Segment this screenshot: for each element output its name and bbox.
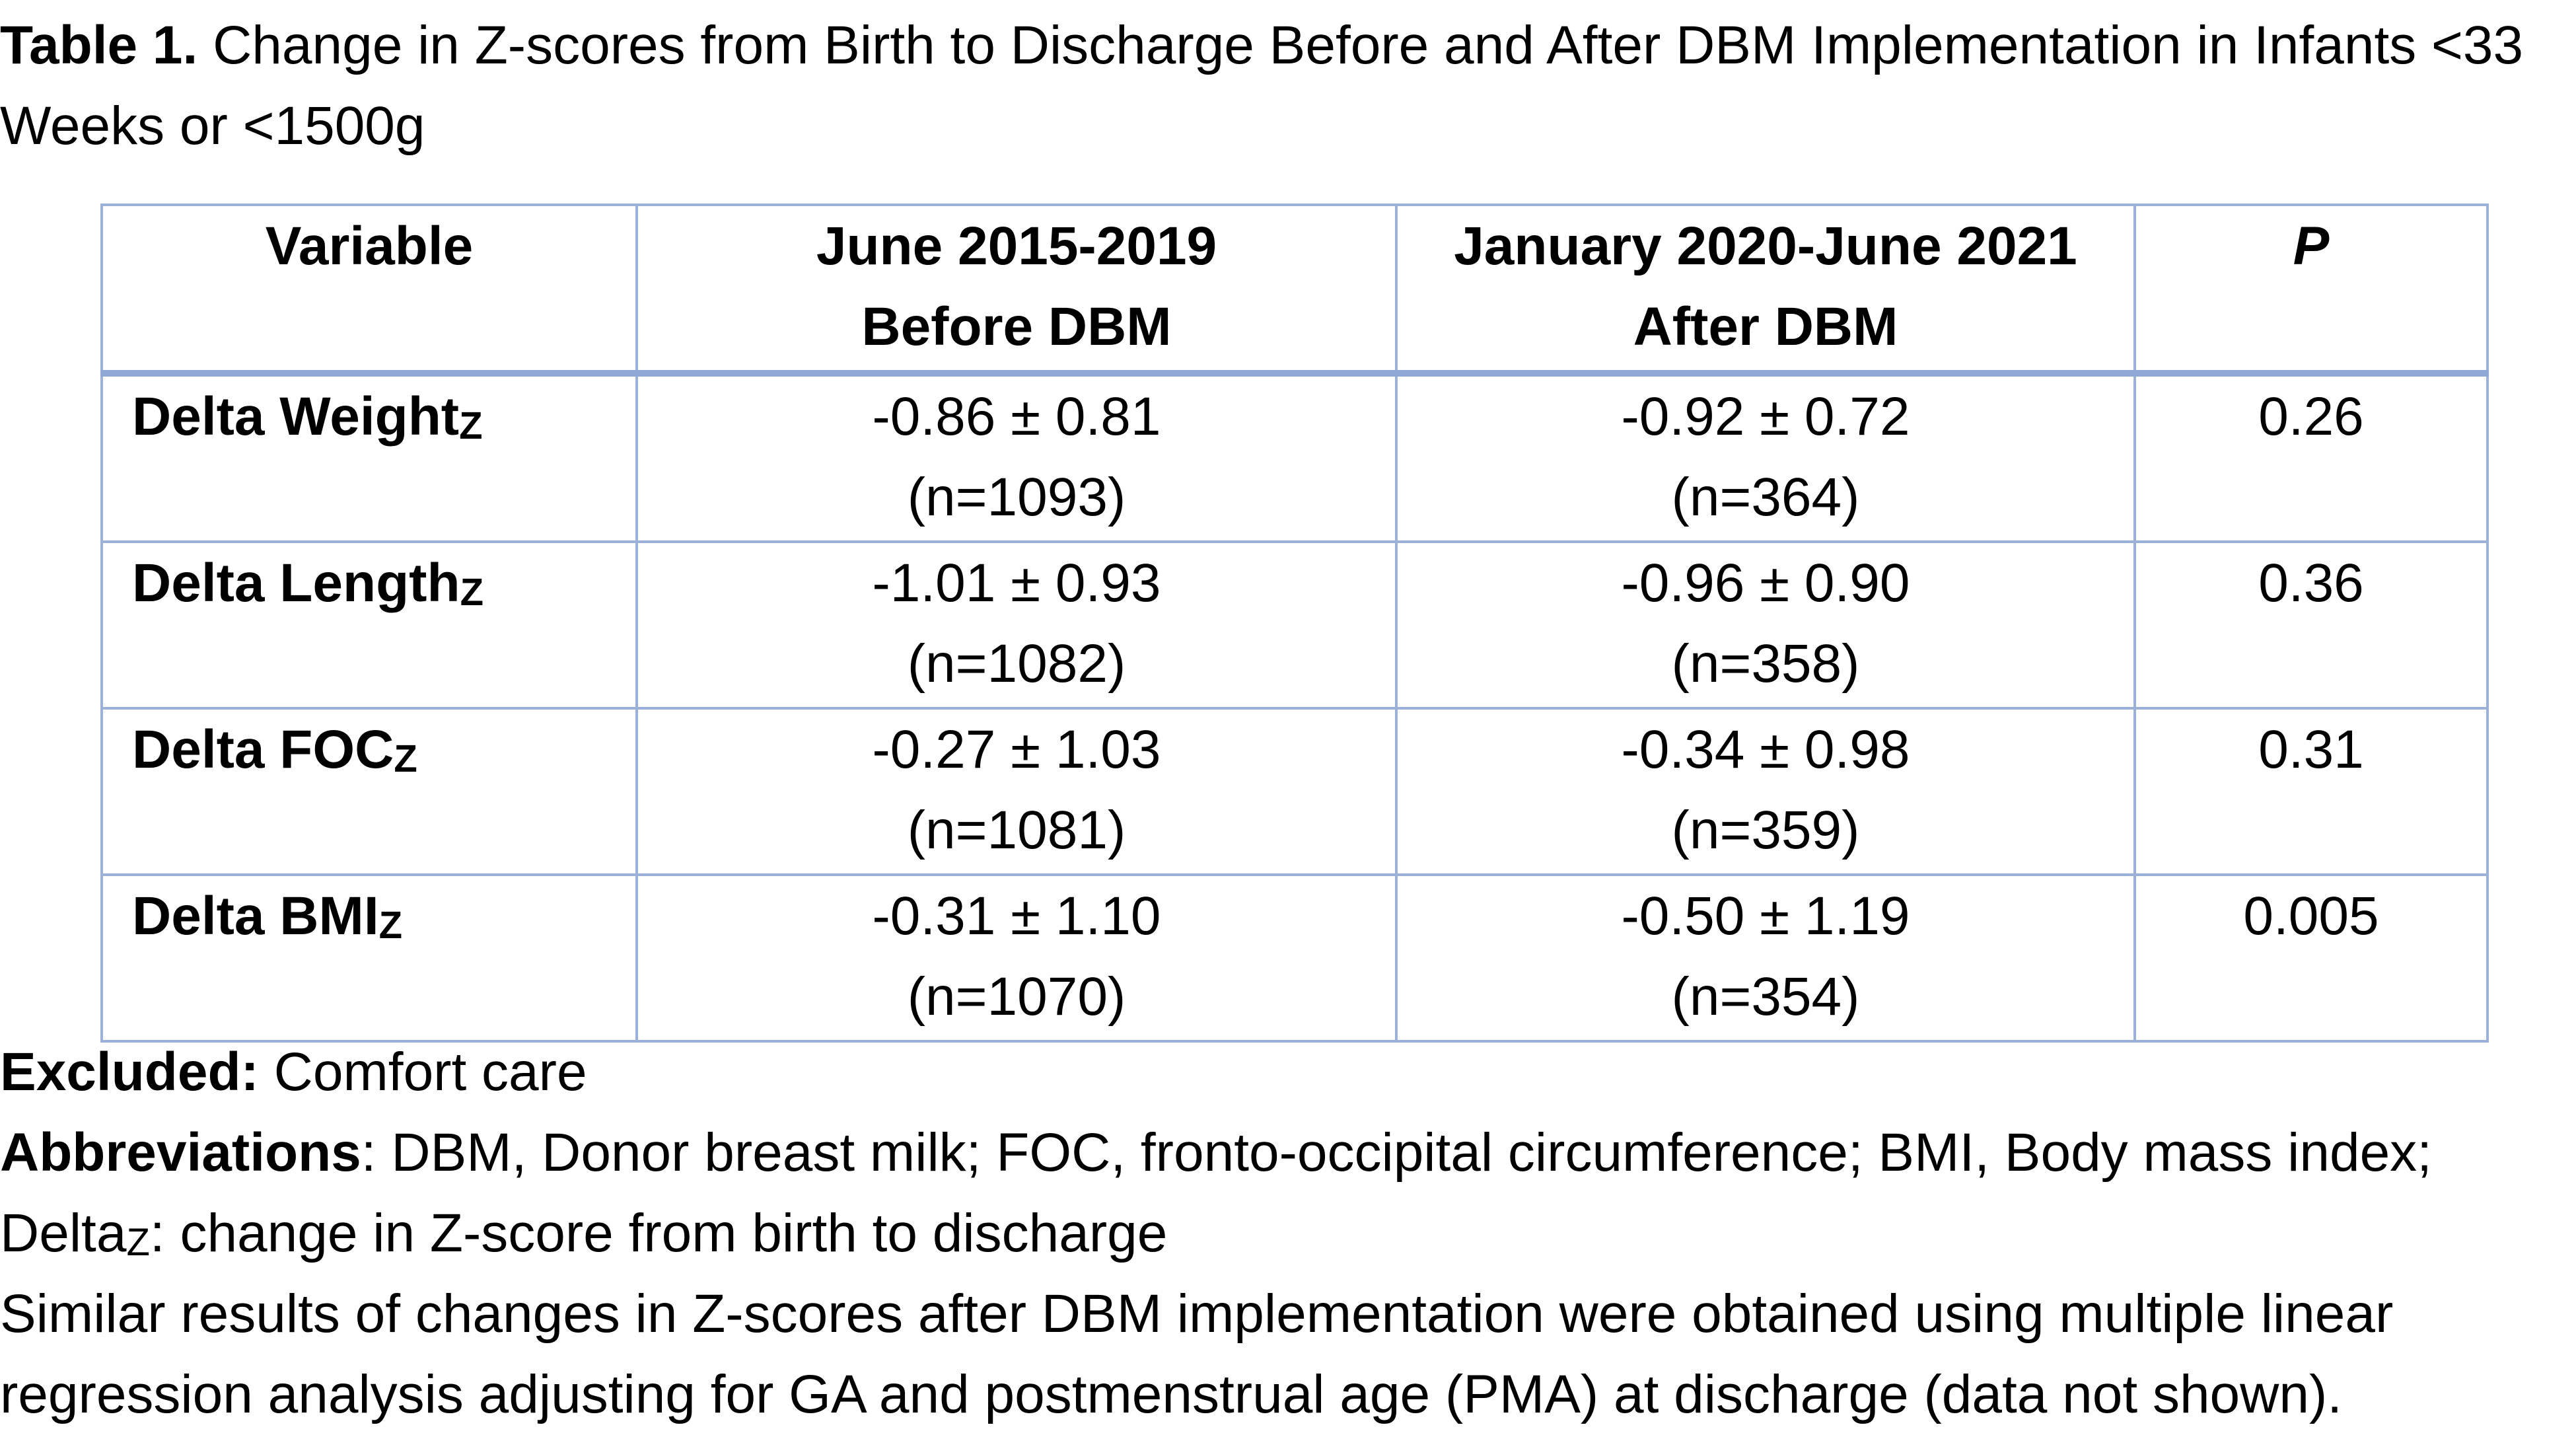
after-n: (n=358) <box>1671 634 1860 694</box>
header-after-dbm: January 2020-June 2021 After DBM <box>1395 203 2136 377</box>
abbreviations-label: Abbreviations <box>0 1122 361 1183</box>
similar-results-note: Similar results of changes in Z-scores a… <box>0 1284 2394 1424</box>
results-table: Variable June 2015-2019 Before DBM Janua… <box>100 203 2489 1043</box>
after-value: -0.96 ± 0.90 <box>1621 553 1910 613</box>
variable-name: Delta Length <box>132 553 460 613</box>
header-after-line1: January 2020-June 2021 <box>1454 216 2077 276</box>
after-n: (n=359) <box>1671 800 1860 860</box>
p-value-cell: 0.31 <box>2133 707 2489 876</box>
header-variable-line1: Variable <box>265 216 474 276</box>
table-row: Delta LengthZ -1.01 ± 0.93 (n=1082) -0.9… <box>100 540 2489 710</box>
delta-word: Delta <box>0 1203 127 1263</box>
variable-cell: Delta BMIZ <box>100 873 638 1043</box>
excluded-label: Excluded: <box>0 1042 259 1102</box>
header-before-line1: June 2015-2019 <box>816 216 1217 276</box>
after-cell: -0.50 ± 1.19 (n=354) <box>1395 873 2136 1043</box>
after-n: (n=354) <box>1671 967 1860 1027</box>
before-value: -0.31 ± 1.10 <box>872 886 1161 946</box>
header-row: Variable June 2015-2019 Before DBM Janua… <box>100 203 2489 377</box>
after-cell: -0.96 ± 0.90 (n=358) <box>1395 540 2136 710</box>
excluded-text: Comfort care <box>258 1042 587 1102</box>
after-cell: -0.34 ± 0.98 (n=359) <box>1395 707 2136 876</box>
delta-subscript: Z <box>126 1221 150 1264</box>
abbreviations-note: Abbreviations: DBM, Donor breast milk; F… <box>0 1113 2563 1193</box>
before-n: (n=1093) <box>907 467 1126 527</box>
header-before-dbm: June 2015-2019 Before DBM <box>635 203 1398 377</box>
after-value: -0.34 ± 0.98 <box>1621 719 1910 780</box>
header-variable: Variable <box>100 203 638 377</box>
variable-name: Delta BMI <box>132 886 379 946</box>
p-value-cell: 0.26 <box>2133 372 2489 543</box>
variable-subscript: Z <box>378 904 403 947</box>
abbreviations-text: : DBM, Donor breast milk; FOC, fronto-oc… <box>361 1122 2432 1183</box>
header-after-line2: After DBM <box>1633 297 1898 357</box>
variable-cell: Delta LengthZ <box>100 540 638 710</box>
before-n: (n=1082) <box>907 634 1126 694</box>
variable-cell: Delta WeightZ <box>100 372 638 543</box>
p-value: 0.005 <box>2243 886 2379 946</box>
header-p-line1: P <box>2293 216 2330 276</box>
variable-subscript: Z <box>460 571 484 614</box>
before-value: -0.27 ± 1.03 <box>872 719 1161 780</box>
header-before-line2: Before DBM <box>861 297 1172 357</box>
before-n: (n=1081) <box>907 800 1126 860</box>
before-cell: -1.01 ± 0.93 (n=1082) <box>635 540 1398 710</box>
p-value-cell: 0.36 <box>2133 540 2489 710</box>
table-caption: Table 1. Change in Z-scores from Birth t… <box>0 5 2550 166</box>
variable-subscript: Z <box>394 737 417 780</box>
before-value: -0.86 ± 0.81 <box>872 386 1161 447</box>
after-value: -0.50 ± 1.19 <box>1621 886 1910 946</box>
before-value: -1.01 ± 0.93 <box>872 553 1161 613</box>
before-cell: -0.86 ± 0.81 (n=1093) <box>635 372 1398 543</box>
p-value-cell: 0.005 <box>2133 873 2489 1043</box>
after-cell: -0.92 ± 0.72 (n=364) <box>1395 372 2136 543</box>
table-row: Delta BMIZ -0.31 ± 1.10 (n=1070) -0.50 ±… <box>100 873 2489 1043</box>
before-cell: -0.31 ± 1.10 (n=1070) <box>635 873 1398 1043</box>
table-row: Delta WeightZ -0.86 ± 0.81 (n=1093) -0.9… <box>100 372 2489 543</box>
delta-definition-note: DeltaZ: change in Z-score from birth to … <box>0 1193 2563 1274</box>
p-value: 0.26 <box>2258 386 2364 447</box>
table-row: Delta FOCZ -0.27 ± 1.03 (n=1081) -0.34 ±… <box>100 707 2489 876</box>
p-value: 0.31 <box>2258 719 2364 780</box>
variable-name: Delta FOC <box>132 719 394 780</box>
header-p-value: P <box>2133 203 2489 377</box>
table-footnotes: Excluded: Comfort care Abbreviations: DB… <box>0 1032 2563 1435</box>
after-value: -0.92 ± 0.72 <box>1621 386 1910 447</box>
after-n: (n=364) <box>1671 467 1860 527</box>
excluded-note: Excluded: Comfort care <box>0 1032 2563 1113</box>
before-n: (n=1070) <box>907 967 1126 1027</box>
variable-cell: Delta FOCZ <box>100 707 638 876</box>
caption-text: Change in Z-scores from Birth to Dischar… <box>0 15 2524 156</box>
delta-definition-text: : change in Z-score from birth to discha… <box>149 1203 1168 1263</box>
results-table-container: Variable June 2015-2019 Before DBM Janua… <box>100 203 2489 1043</box>
p-value: 0.36 <box>2258 553 2364 613</box>
variable-name: Delta Weight <box>132 386 460 447</box>
variable-subscript: Z <box>459 404 483 447</box>
before-cell: -0.27 ± 1.03 (n=1081) <box>635 707 1398 876</box>
caption-label: Table 1. <box>0 15 198 75</box>
